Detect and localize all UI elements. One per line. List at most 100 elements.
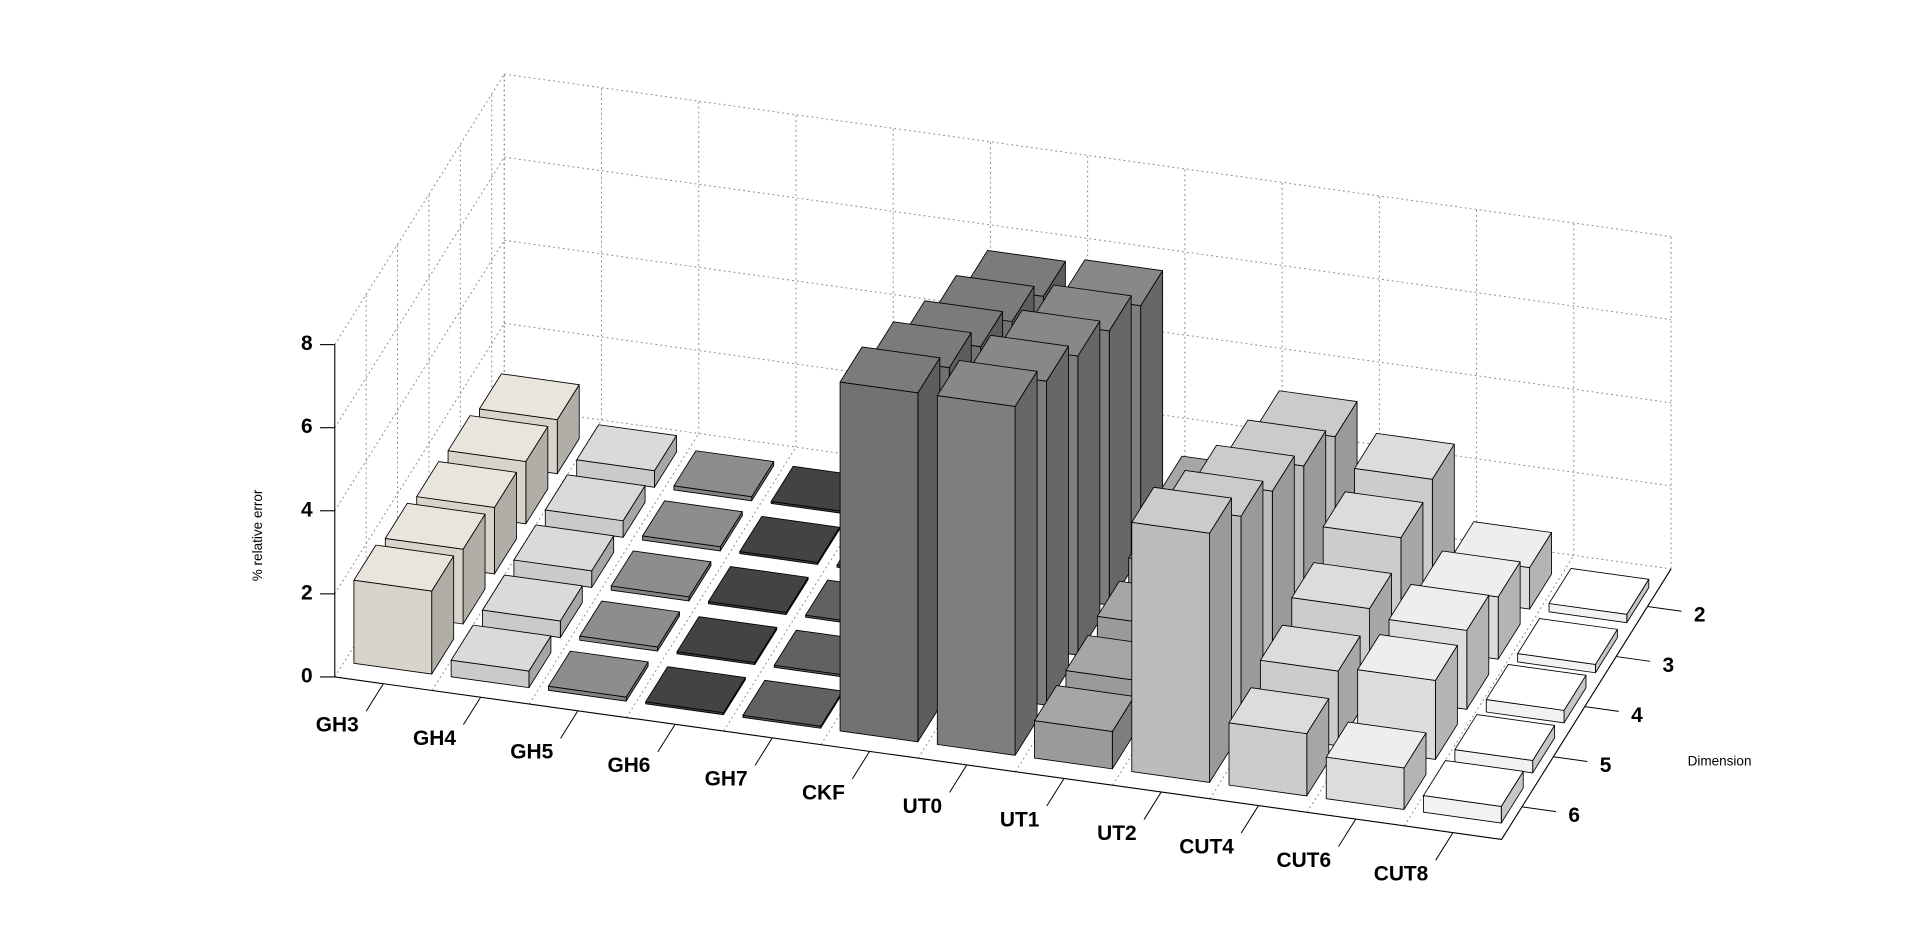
- bar-top: [479, 373, 580, 421]
- floor-grid: [528, 433, 700, 705]
- bar: [1454, 714, 1556, 774]
- y-tick-label: 3: [1662, 654, 1674, 677]
- bar-side: [917, 357, 941, 743]
- bar-front: [839, 381, 919, 743]
- bar-top: [1423, 760, 1524, 807]
- bar-front: [1131, 521, 1210, 783]
- bar-top: [673, 450, 775, 498]
- z-tick-label: 8: [301, 332, 313, 355]
- bar: [1228, 687, 1330, 797]
- grid-line: [334, 73, 505, 345]
- bar: [610, 550, 712, 602]
- bar-side: [1108, 295, 1132, 606]
- bar: [1517, 618, 1618, 674]
- x-tick-label: GH5: [510, 741, 553, 764]
- bar-top: [839, 346, 941, 394]
- x-tick-label: UT0: [903, 795, 943, 818]
- bar-top: [547, 650, 649, 698]
- bar-top: [482, 574, 583, 622]
- x-tick-label: CUT8: [1374, 862, 1429, 885]
- x-tick: [1143, 791, 1162, 820]
- bar-top: [1259, 624, 1361, 672]
- bar-side: [1077, 320, 1101, 656]
- bar-top: [416, 461, 517, 508]
- x-tick-label: GH7: [705, 768, 748, 791]
- floor-edge: [1501, 568, 1672, 840]
- bar-top: [1228, 687, 1330, 735]
- bar: [739, 516, 840, 565]
- grid-line: [334, 323, 505, 595]
- y-tick: [1616, 656, 1651, 662]
- bar-top: [1357, 634, 1458, 681]
- bar: [579, 600, 680, 652]
- bar-top: [1322, 491, 1424, 539]
- bar-top: [513, 524, 615, 572]
- y-tick-label: 5: [1600, 754, 1612, 777]
- y-tick: [1584, 706, 1619, 712]
- x-tick: [462, 696, 482, 726]
- z-tick-label: 2: [301, 581, 313, 604]
- x-tick-label: CUT4: [1179, 835, 1234, 858]
- x-tick: [1338, 818, 1357, 847]
- x-tick-label: CKF: [802, 781, 845, 804]
- bar: [544, 474, 646, 538]
- bar-front: [936, 395, 1016, 756]
- bar: [839, 346, 941, 743]
- bar-top: [447, 415, 549, 462]
- x-tick-label: GH4: [413, 727, 456, 750]
- y-axis-label: Dimension: [1688, 753, 1752, 768]
- bar: [1423, 760, 1524, 824]
- bar-top: [739, 516, 840, 563]
- y-tick-label: 2: [1694, 604, 1706, 627]
- x-tick: [1240, 805, 1259, 834]
- bar: [1131, 486, 1232, 783]
- bar: [547, 650, 649, 702]
- grid-line: [334, 156, 505, 428]
- bar-top: [1354, 432, 1455, 480]
- bar: [1034, 685, 1135, 770]
- bar: [676, 616, 778, 666]
- bar-top: [576, 424, 677, 472]
- bar-top: [645, 666, 746, 714]
- bar-top: [544, 474, 646, 522]
- bar: [1548, 568, 1650, 624]
- bar-side: [1209, 497, 1232, 783]
- x-tick: [754, 737, 773, 766]
- y-tick: [1553, 756, 1588, 762]
- bar: [482, 574, 583, 638]
- x-tick-label: UT1: [1000, 808, 1040, 831]
- bar: [450, 624, 552, 689]
- floor-edge: [334, 676, 1502, 840]
- z-tick-label: 6: [301, 415, 313, 438]
- plot-area: 0 2 4 6 8 % relative error GH3 GH4 GH5 GH6 GH7 CKF U…: [250, 73, 1752, 885]
- z-tick-label: 4: [301, 498, 313, 521]
- x-tick: [1046, 778, 1065, 807]
- bar-top: [1454, 714, 1556, 761]
- bar-top: [1388, 584, 1490, 631]
- bar-side: [1046, 345, 1069, 706]
- bar: [353, 544, 455, 675]
- bar-top: [676, 616, 778, 663]
- bar: [1325, 721, 1427, 810]
- x-tick: [657, 724, 676, 753]
- bar-side: [1014, 370, 1038, 756]
- bar-top: [936, 360, 1038, 407]
- floor-grid: [431, 419, 602, 691]
- bar-top: [1325, 721, 1427, 769]
- bar-top: [384, 502, 486, 550]
- y-tick-label: 6: [1568, 804, 1580, 827]
- bar-top: [707, 566, 809, 613]
- bar-top: [450, 624, 552, 672]
- bar-front: [353, 579, 433, 675]
- bar-top: [610, 550, 712, 598]
- x-tick-label: GH6: [607, 754, 650, 777]
- x-tick: [365, 683, 384, 712]
- y-tick-label: 4: [1631, 704, 1643, 727]
- y-tick: [1647, 605, 1682, 612]
- bar-top: [579, 600, 680, 648]
- bar-front: [1228, 722, 1308, 797]
- x-tick: [949, 764, 968, 793]
- x-tick-label: GH3: [316, 714, 359, 737]
- bar-top: [1485, 664, 1587, 711]
